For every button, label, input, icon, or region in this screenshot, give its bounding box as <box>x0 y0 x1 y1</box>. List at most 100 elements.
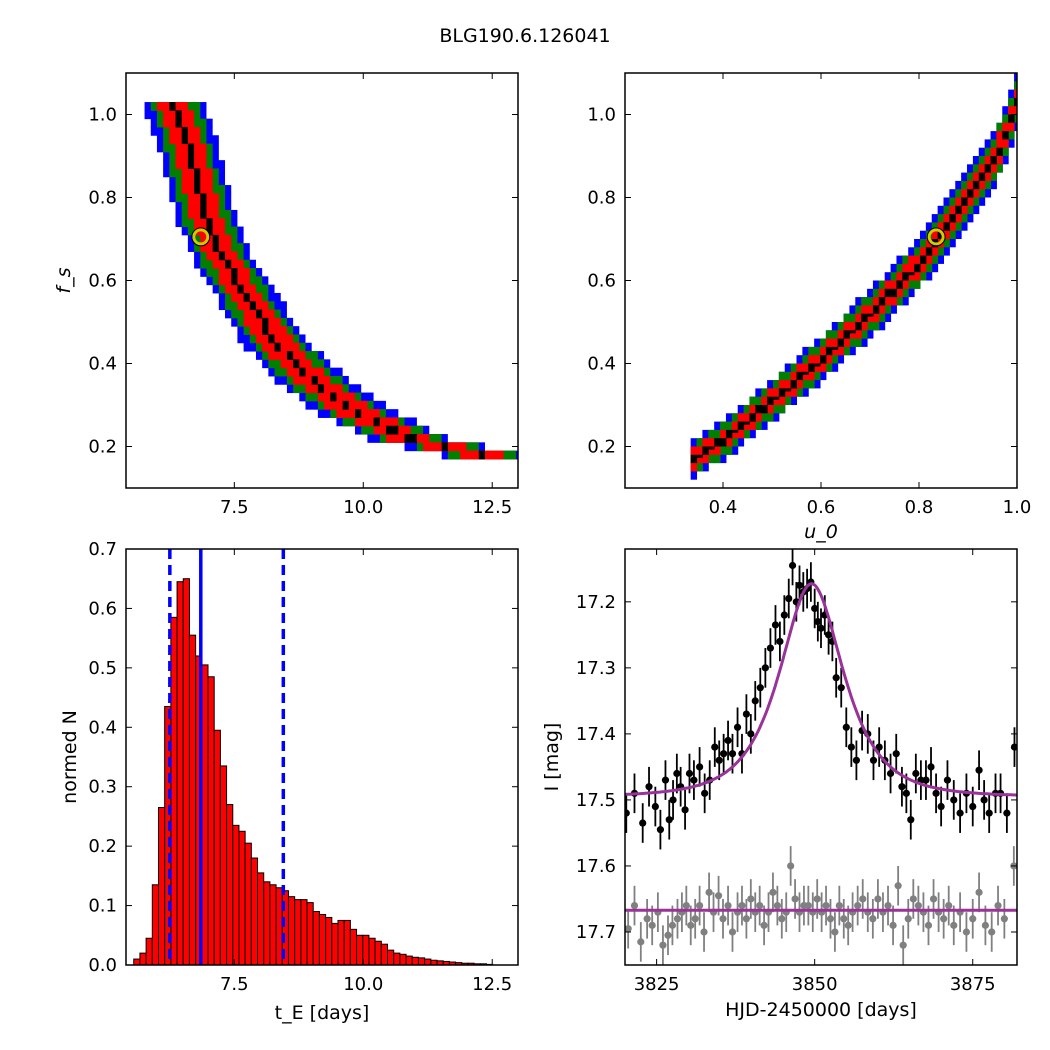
histogram-bar <box>300 899 308 965</box>
histogram-bar <box>244 842 252 965</box>
region-core <box>237 284 244 294</box>
region-core <box>206 226 213 236</box>
y-tick-label: 0.7 <box>88 539 117 560</box>
histogram-bar <box>157 807 166 965</box>
region-core <box>743 421 750 425</box>
data-point <box>835 901 843 910</box>
histogram-bar <box>238 830 246 965</box>
region-core <box>373 417 380 427</box>
region-core <box>984 164 992 173</box>
data-point <box>648 921 656 929</box>
data-point <box>817 624 825 632</box>
data-point <box>651 802 659 811</box>
region-core <box>225 259 232 269</box>
histogram-bar <box>188 634 197 965</box>
region-core <box>175 110 182 120</box>
data-point <box>760 921 768 929</box>
y-tick-label: 17.2 <box>576 592 616 613</box>
region-core <box>943 222 950 231</box>
y-tick-label: 0.6 <box>88 598 117 619</box>
histogram-bar <box>275 887 283 965</box>
region-core <box>708 446 715 450</box>
x-tick-label: 10.0 <box>343 497 383 518</box>
data-point <box>756 901 764 910</box>
data-point <box>988 928 996 936</box>
y-tick-label: 0.2 <box>88 437 117 458</box>
data-point <box>994 901 1002 910</box>
histogram-bar <box>182 578 190 965</box>
panel-lightcurve: 3825 3850 3875 17.2 17.3 17.4 17.5 17.6 17.7 I [m… <box>541 548 1018 1021</box>
histogram-bar <box>306 902 314 965</box>
region-core <box>262 326 269 335</box>
region-core <box>702 446 709 455</box>
data-point <box>625 809 630 817</box>
y-tick-label: 17.4 <box>576 724 616 745</box>
data-point <box>912 769 920 778</box>
x-axis-label: HJD-2450000 [days] <box>725 999 917 1021</box>
y-tick-label: 0.2 <box>88 836 117 857</box>
histogram-bar <box>269 884 277 965</box>
data-point <box>929 895 938 903</box>
data-point <box>673 915 682 923</box>
data-point <box>842 723 850 731</box>
region-inner <box>725 429 733 447</box>
data-point <box>769 888 777 896</box>
region-core <box>317 384 325 394</box>
histogram-bar <box>387 949 395 965</box>
data-point <box>665 816 673 824</box>
histogram-bar <box>417 957 426 965</box>
x-tick-label: 7.5 <box>220 497 249 518</box>
data-point <box>980 796 988 804</box>
data-point <box>950 921 958 929</box>
y-tick-label: 0.5 <box>88 658 117 679</box>
data-point <box>844 921 852 929</box>
region-core <box>194 185 201 194</box>
region-core <box>990 156 997 165</box>
data-point <box>637 938 645 946</box>
data-point <box>690 776 698 784</box>
y-tick-label: 17.7 <box>576 922 616 943</box>
data-point <box>738 901 746 910</box>
data-point <box>811 604 819 613</box>
data-point <box>892 750 900 758</box>
region-core <box>731 429 739 433</box>
data-point <box>956 809 964 817</box>
data-point <box>728 750 737 758</box>
region-core <box>890 288 897 298</box>
data-point <box>1000 915 1008 923</box>
region-core <box>772 396 780 400</box>
histogram-bar <box>257 872 265 965</box>
y-tick-label: 0.4 <box>587 354 616 375</box>
data-point <box>837 684 845 692</box>
data-point <box>701 789 709 797</box>
y-tick-label: 0.4 <box>88 717 117 738</box>
histogram-bar <box>263 881 271 965</box>
data-point <box>894 882 902 890</box>
y-tick-label: 0.4 <box>88 354 117 375</box>
region-core <box>843 330 850 339</box>
data-point <box>715 756 723 764</box>
y-tick-label: 17.3 <box>576 658 616 679</box>
data-point <box>832 674 840 682</box>
region-core <box>200 201 207 211</box>
data-point <box>773 901 781 910</box>
region-core <box>778 388 786 397</box>
best-fit-marker-outline <box>926 227 946 247</box>
data-point <box>969 915 977 923</box>
data-point <box>696 763 704 771</box>
region-core <box>187 151 195 161</box>
x-axis-label: u_0 <box>804 521 838 543</box>
region-core <box>342 400 349 410</box>
y-tick-label: 0.6 <box>587 271 616 292</box>
data-point <box>747 895 755 903</box>
data-point <box>826 915 835 923</box>
data-point <box>854 901 862 910</box>
y-tick-label: 17.6 <box>576 856 616 877</box>
data-point <box>724 736 732 745</box>
region-core <box>169 102 176 111</box>
region-core <box>749 413 756 422</box>
histogram-bar <box>294 899 302 965</box>
data-point <box>776 637 784 646</box>
data-point <box>766 644 775 652</box>
histogram-bar <box>232 824 240 965</box>
